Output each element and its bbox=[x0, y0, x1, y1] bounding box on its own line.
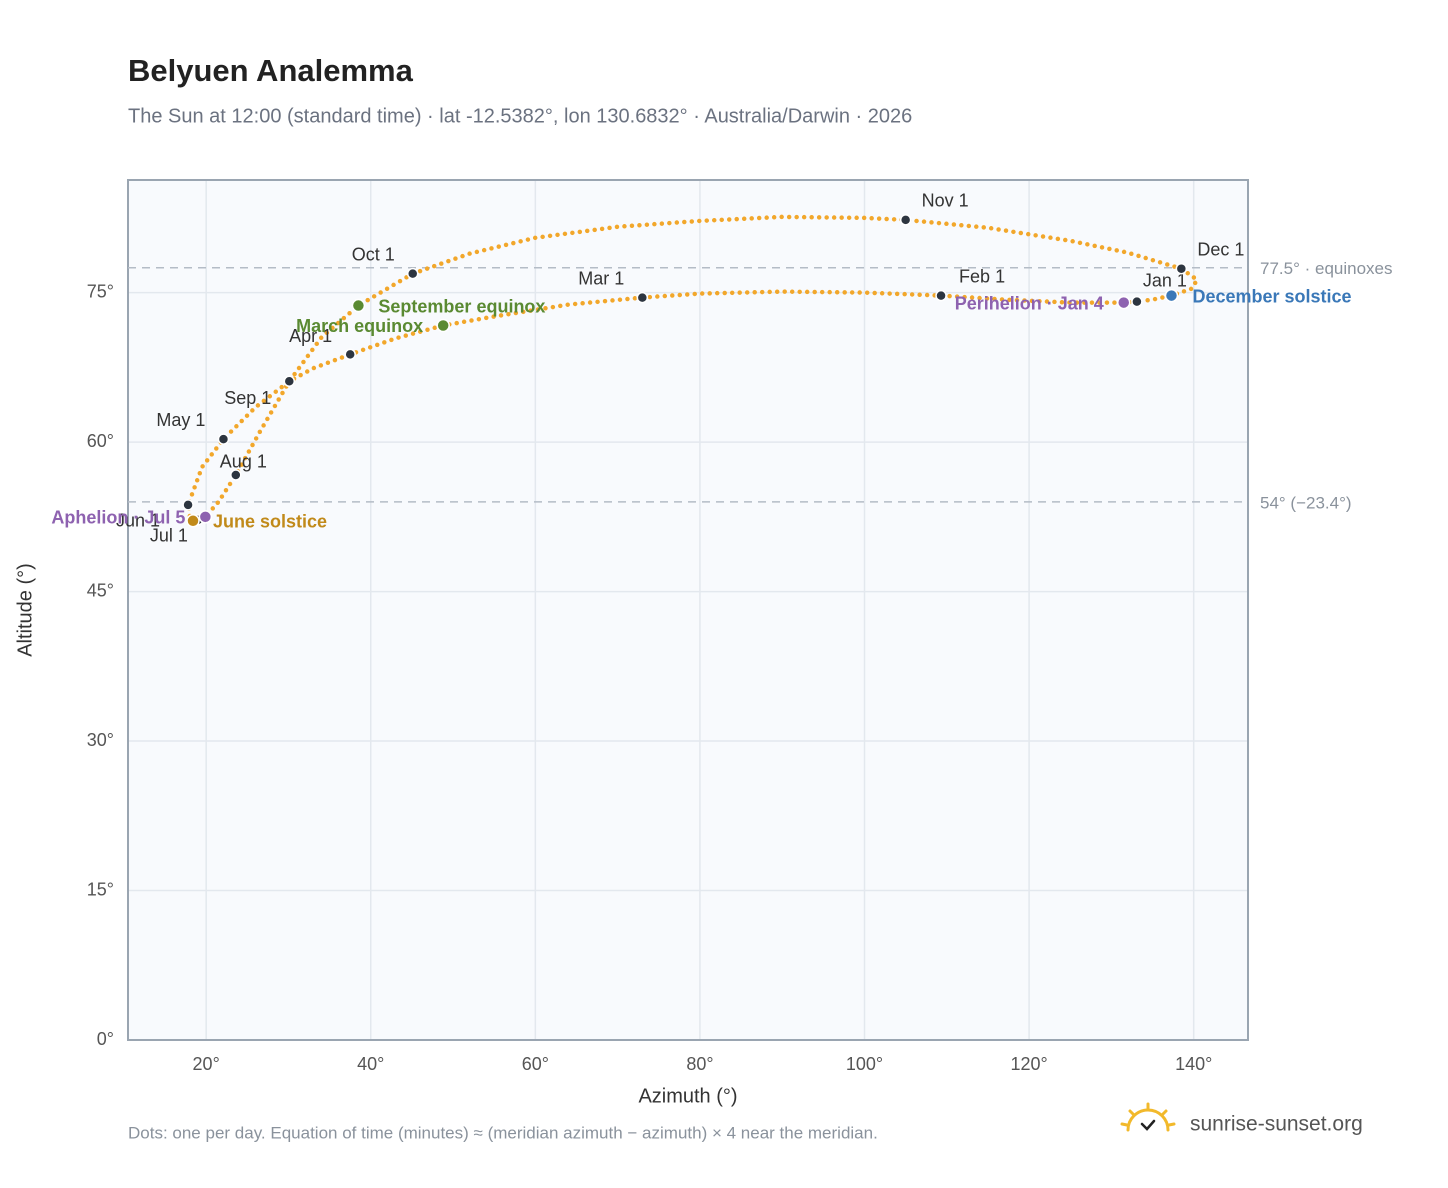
month-label: Jul 1 bbox=[150, 526, 188, 546]
reference-label: 77.5° · equinoxes bbox=[1260, 259, 1393, 278]
month-marker bbox=[217, 433, 230, 445]
brand-logo bbox=[1120, 1102, 1176, 1132]
month-marker bbox=[406, 267, 419, 280]
month-label: Apr 1 bbox=[289, 326, 332, 346]
month-label: Dec 1 bbox=[1197, 239, 1244, 259]
y-tick-label: 30° bbox=[87, 730, 114, 750]
month-marker bbox=[182, 499, 194, 511]
month-label: Nov 1 bbox=[922, 191, 969, 211]
month-marker bbox=[935, 289, 947, 302]
y-tick-label: 15° bbox=[87, 879, 114, 899]
y-axis-label: Altitude (°) bbox=[14, 563, 36, 657]
month-label: Aug 1 bbox=[220, 452, 267, 472]
month-marker bbox=[344, 348, 356, 361]
x-tick-label: 120° bbox=[1010, 1054, 1047, 1074]
month-marker bbox=[636, 291, 649, 304]
y-tick-label: 60° bbox=[87, 431, 114, 451]
x-tick-label: 140° bbox=[1175, 1054, 1212, 1074]
reference-label: 54° (−23.4°) bbox=[1260, 493, 1352, 512]
month-label: Oct 1 bbox=[352, 244, 395, 264]
x-axis-label: Azimuth (°) bbox=[638, 1085, 737, 1107]
y-tick-label: 0° bbox=[97, 1029, 114, 1049]
x-tick-label: 20° bbox=[193, 1054, 220, 1074]
month-label: Jan 1 bbox=[1143, 270, 1187, 290]
event-marker bbox=[1116, 295, 1131, 310]
event-marker bbox=[198, 510, 213, 524]
event-marker bbox=[351, 298, 366, 313]
x-tick-label: 40° bbox=[357, 1054, 384, 1074]
chart-title: Belyuen Analemma bbox=[128, 53, 414, 88]
event-marker bbox=[186, 514, 200, 528]
brand: sunrise-sunset.org bbox=[1190, 1113, 1363, 1136]
footnote: Dots: one per day. Equation of time (min… bbox=[128, 1123, 878, 1142]
y-tick-label: 45° bbox=[87, 580, 114, 600]
event-label: Aphelion · Jul 5 bbox=[51, 508, 185, 528]
month-marker bbox=[230, 469, 242, 481]
event-label: September equinox bbox=[378, 296, 545, 316]
month-marker bbox=[1131, 295, 1143, 308]
x-tick-label: 80° bbox=[686, 1054, 713, 1074]
month-label: Jun 1 bbox=[116, 511, 160, 531]
daily-path bbox=[185, 214, 1200, 524]
event-label: December solstice bbox=[1192, 286, 1351, 306]
event-marker bbox=[1164, 288, 1179, 303]
event-label: June solstice bbox=[213, 512, 327, 532]
month-label: Feb 1 bbox=[959, 266, 1005, 286]
x-tick-label: 100° bbox=[846, 1054, 883, 1074]
month-marker bbox=[1175, 262, 1188, 275]
plot-area bbox=[128, 180, 1248, 1040]
event-label: March equinox bbox=[296, 316, 423, 336]
event-marker bbox=[436, 318, 450, 333]
x-tick-label: 60° bbox=[522, 1054, 549, 1074]
chart-subtitle: The Sun at 12:00 (standard time) · lat -… bbox=[128, 105, 912, 127]
plot-frame bbox=[127, 179, 1249, 1041]
month-label: Sep 1 bbox=[224, 388, 271, 408]
y-tick-label: 75° bbox=[87, 281, 114, 301]
month-label: Mar 1 bbox=[578, 268, 624, 288]
event-label: Perihelion · Jan 4 bbox=[955, 293, 1104, 313]
month-marker bbox=[899, 214, 912, 226]
month-label: May 1 bbox=[156, 410, 205, 430]
month-marker bbox=[283, 375, 296, 388]
